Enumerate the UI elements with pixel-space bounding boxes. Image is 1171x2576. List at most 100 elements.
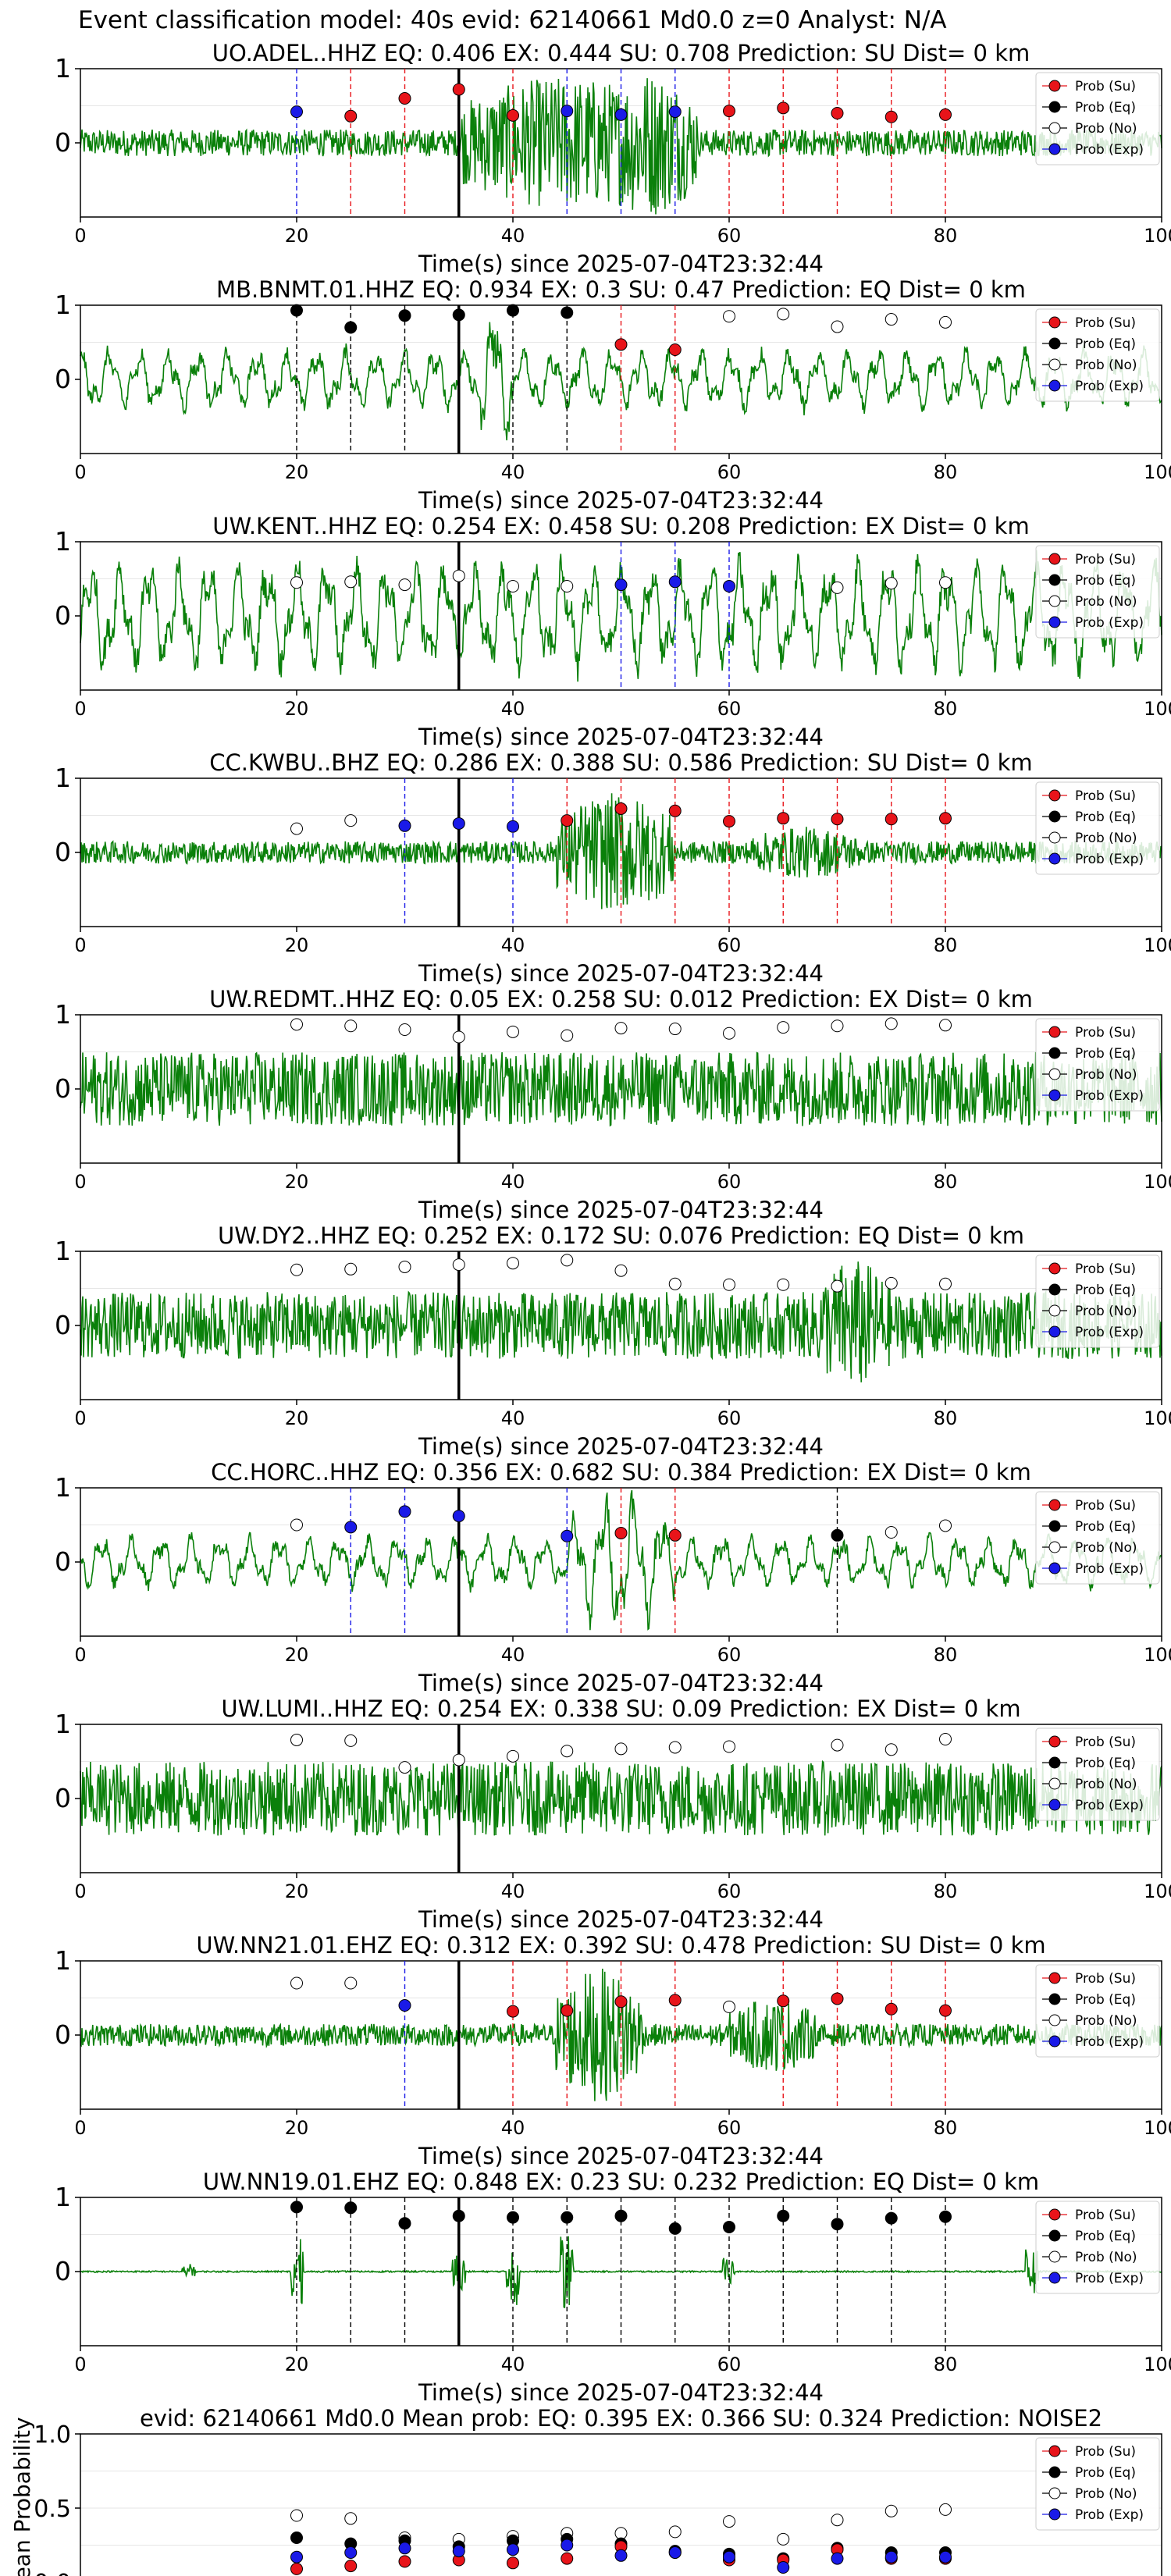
y-axis-label: Mean Probability <box>9 2417 35 2576</box>
prob-point <box>452 308 465 322</box>
mean-prob-point <box>831 2552 844 2565</box>
prob-point <box>398 92 411 105</box>
x-tick-label: 20 <box>285 1644 309 1666</box>
legend-label: Prob (No) <box>1075 1067 1137 1083</box>
panel-title: CC.KWBU..BHZ EQ: 0.286 EX: 0.388 SU: 0.5… <box>209 749 1032 776</box>
prob-point <box>614 1995 628 2008</box>
prob-point <box>939 576 952 589</box>
x-tick-label: 60 <box>717 1407 742 1429</box>
legend-label: Prob (Exp) <box>1075 1088 1144 1104</box>
legend-label: Prob (Su) <box>1075 1025 1136 1041</box>
x-tick-label: 100 <box>1144 698 1171 720</box>
legend-marker <box>1048 316 1061 329</box>
y-tick-label: 1 <box>55 1709 71 1739</box>
x-tick-label: 0 <box>74 1644 86 1666</box>
prob-point <box>777 101 790 115</box>
legend-label: Prob (Su) <box>1075 315 1136 331</box>
prob-point <box>344 1521 358 1534</box>
x-tick-label: 100 <box>1144 225 1171 247</box>
legend-label: Prob (Su) <box>1075 2444 1136 2460</box>
prob-point <box>398 1999 411 2012</box>
prob-point <box>939 1519 952 1532</box>
prob-point <box>452 1510 465 1523</box>
prob-point <box>777 308 790 321</box>
prob-point <box>561 105 574 118</box>
legend-marker <box>1048 1089 1061 1101</box>
prob-point <box>668 575 682 589</box>
legend-marker <box>1048 1026 1061 1038</box>
waveform-trace <box>80 1759 1162 1836</box>
legend-label: Prob (Eq) <box>1075 2229 1136 2244</box>
legend-marker <box>1048 1777 1061 1790</box>
x-axis-label: Time(s) since 2025-07-04T23:32:44 <box>418 1906 824 1933</box>
prob-point <box>884 110 898 123</box>
prob-point <box>452 1030 465 1044</box>
x-tick-label: 0 <box>74 698 86 720</box>
prob-point <box>344 1262 358 1276</box>
x-tick-label: 60 <box>717 2117 742 2139</box>
waveform-trace <box>80 1261 1162 1382</box>
prob-point <box>777 1278 790 1291</box>
legend-marker <box>1048 1283 1061 1296</box>
prob-point <box>507 2211 519 2224</box>
x-tick-label: 0 <box>74 225 86 247</box>
prob-point <box>507 304 519 317</box>
y-tick-label: 1 <box>55 526 71 557</box>
y-tick-label: 1 <box>55 290 71 320</box>
x-tick-label: 20 <box>285 225 309 247</box>
legend-marker <box>1048 810 1061 823</box>
legend-marker <box>1048 2208 1061 2221</box>
prob-point <box>614 1526 628 1539</box>
prob-point <box>668 1994 682 2007</box>
y-tick-label: 1 <box>55 1945 71 1976</box>
y-tick-label: 1 <box>55 2182 71 2212</box>
legend-marker <box>1048 1756 1061 1769</box>
panel-title: UO.ADEL..HHZ EQ: 0.406 EX: 0.444 SU: 0.7… <box>212 40 1030 66</box>
legend-label: Prob (No) <box>1075 2013 1137 2029</box>
x-axis-label: Time(s) since 2025-07-04T23:32:44 <box>418 960 824 987</box>
x-tick-label: 20 <box>285 2354 309 2375</box>
mean-prob-point <box>290 2532 303 2544</box>
legend-marker <box>1048 595 1061 607</box>
x-tick-label: 20 <box>285 1407 309 1429</box>
prob-point <box>668 105 682 119</box>
legend-label: Prob (Eq) <box>1075 1992 1136 2008</box>
y-tick-label: 0 <box>55 2256 71 2286</box>
x-tick-label: 20 <box>285 2117 309 2139</box>
panel-title: UW.NN21.01.EHZ EQ: 0.312 EX: 0.392 SU: 0… <box>196 1932 1045 1959</box>
y-tick-label: 0 <box>55 1783 71 1813</box>
x-tick-label: 100 <box>1144 1644 1171 1666</box>
legend-marker <box>1048 1325 1061 1338</box>
mean-prob-point <box>777 2532 790 2546</box>
legend-label: Prob (No) <box>1075 594 1137 610</box>
x-tick-label: 60 <box>717 698 742 720</box>
mean-prob-point <box>777 2561 790 2574</box>
x-tick-label: 60 <box>717 461 742 483</box>
prob-point <box>939 108 952 121</box>
mean-prob-point <box>831 2514 844 2527</box>
x-tick-label: 20 <box>285 461 309 483</box>
y-tick-label: 0 <box>55 1310 71 1340</box>
mean-prob-point <box>344 2546 358 2559</box>
prob-point <box>939 1733 952 1745</box>
prob-point <box>561 2004 574 2017</box>
legend-marker <box>1048 358 1061 371</box>
prob-point <box>884 313 898 326</box>
prob-point <box>831 1738 844 1752</box>
prob-point <box>398 1761 411 1774</box>
legend-marker <box>1048 101 1061 113</box>
x-tick-label: 40 <box>501 1171 525 1193</box>
x-tick-label: 60 <box>717 1880 742 1902</box>
legend-marker <box>1048 379 1061 392</box>
x-tick-label: 40 <box>501 1644 525 1666</box>
y-tick-label: 0 <box>55 600 71 631</box>
prob-point <box>831 813 844 826</box>
mean-prob-point <box>939 2550 952 2564</box>
mean-prob-point <box>614 2549 628 2562</box>
legend-box <box>1035 1491 1160 1585</box>
y-tick-label: 0 <box>55 837 71 867</box>
legend-marker <box>1048 2487 1061 2500</box>
prob-point <box>614 2209 628 2222</box>
x-tick-label: 0 <box>74 1171 86 1193</box>
prob-point <box>561 580 574 592</box>
